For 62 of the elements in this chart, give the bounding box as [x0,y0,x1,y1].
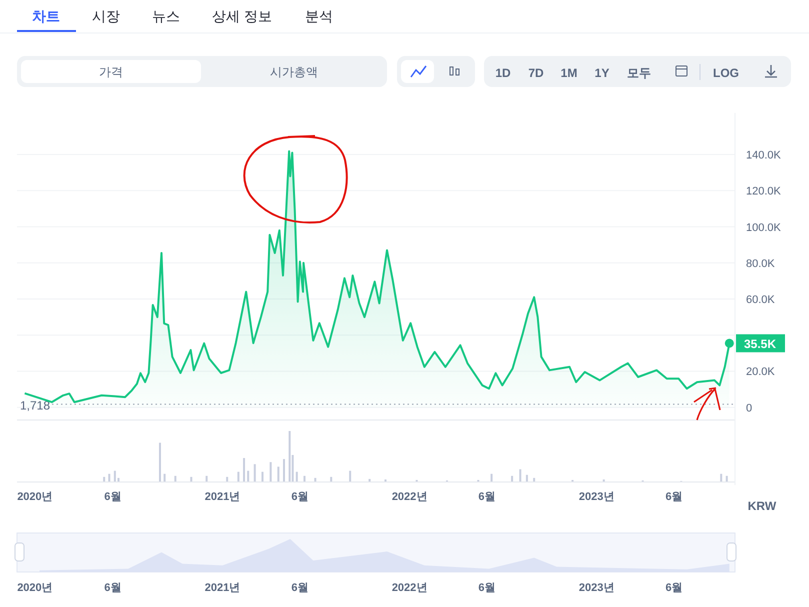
bar [726,476,728,482]
x-tick-label: 6월 [291,582,308,594]
text: 상세 정보 [212,8,272,24]
bar [349,470,352,482]
x-tick-label: 6월 [104,582,122,594]
text: KRW [748,499,777,513]
y-tick-label: 120.0K [746,186,782,198]
text: LOG [713,66,739,80]
text: 시가총액 [270,65,318,79]
text: 차트 [32,8,60,24]
bar [511,476,514,482]
bar [720,474,722,482]
x-tick-label: 2023년 [578,582,614,594]
bar [254,464,256,482]
x-tick-label: 2021년 [204,582,240,594]
ref-line-label: 1,718 [20,398,50,412]
x-tick-label: 6월 [104,491,122,503]
text: 1D [495,66,511,80]
y-tick-label: 20.0K [746,366,776,378]
y-tick-label: 0 [746,402,752,414]
bar [243,458,246,482]
y-tick-label: 60.0K [746,294,776,306]
bar [174,476,176,482]
bar [114,470,116,482]
text: 모두 [627,66,651,80]
text: 분석 [305,8,333,24]
bar [237,472,240,482]
y-tick-label: 140.0K [746,150,782,162]
bar [158,442,161,482]
bar [108,474,110,482]
text: 1M [560,66,578,80]
bar [206,476,208,482]
text: 가격 [99,65,123,79]
y-tick-label: 80.0K [746,258,776,270]
bar [270,462,272,482]
x-tick-label: 2022년 [392,491,428,503]
bar [490,474,493,482]
x-tick-label: 2023년 [578,491,614,503]
bar [277,466,280,482]
x-tick-label: 6월 [665,582,683,594]
x-tick-label: 6월 [478,582,496,594]
x-tick-label: 2021년 [204,491,240,503]
bar [247,470,250,482]
bar [283,459,286,482]
text: 시장 [92,8,120,24]
bar [304,476,306,482]
bar [261,472,264,482]
x-tick-label: 6월 [478,491,496,503]
bar [288,431,291,482]
bar [164,474,166,482]
bar [519,469,522,482]
y-tick-label: 100.0K [746,222,782,234]
x-tick-label: 2020년 [17,582,53,594]
x-tick-label: 6월 [291,491,308,503]
text: 7D [528,66,544,80]
x-tick-label: 6월 [665,491,683,503]
x-tick-label: 2022년 [392,582,428,594]
x-tick-label: 2020년 [17,491,53,503]
data-label: 35.5K [744,336,776,351]
text: 뉴스 [152,8,180,24]
bar [526,474,528,482]
text: 1Y [594,66,610,80]
